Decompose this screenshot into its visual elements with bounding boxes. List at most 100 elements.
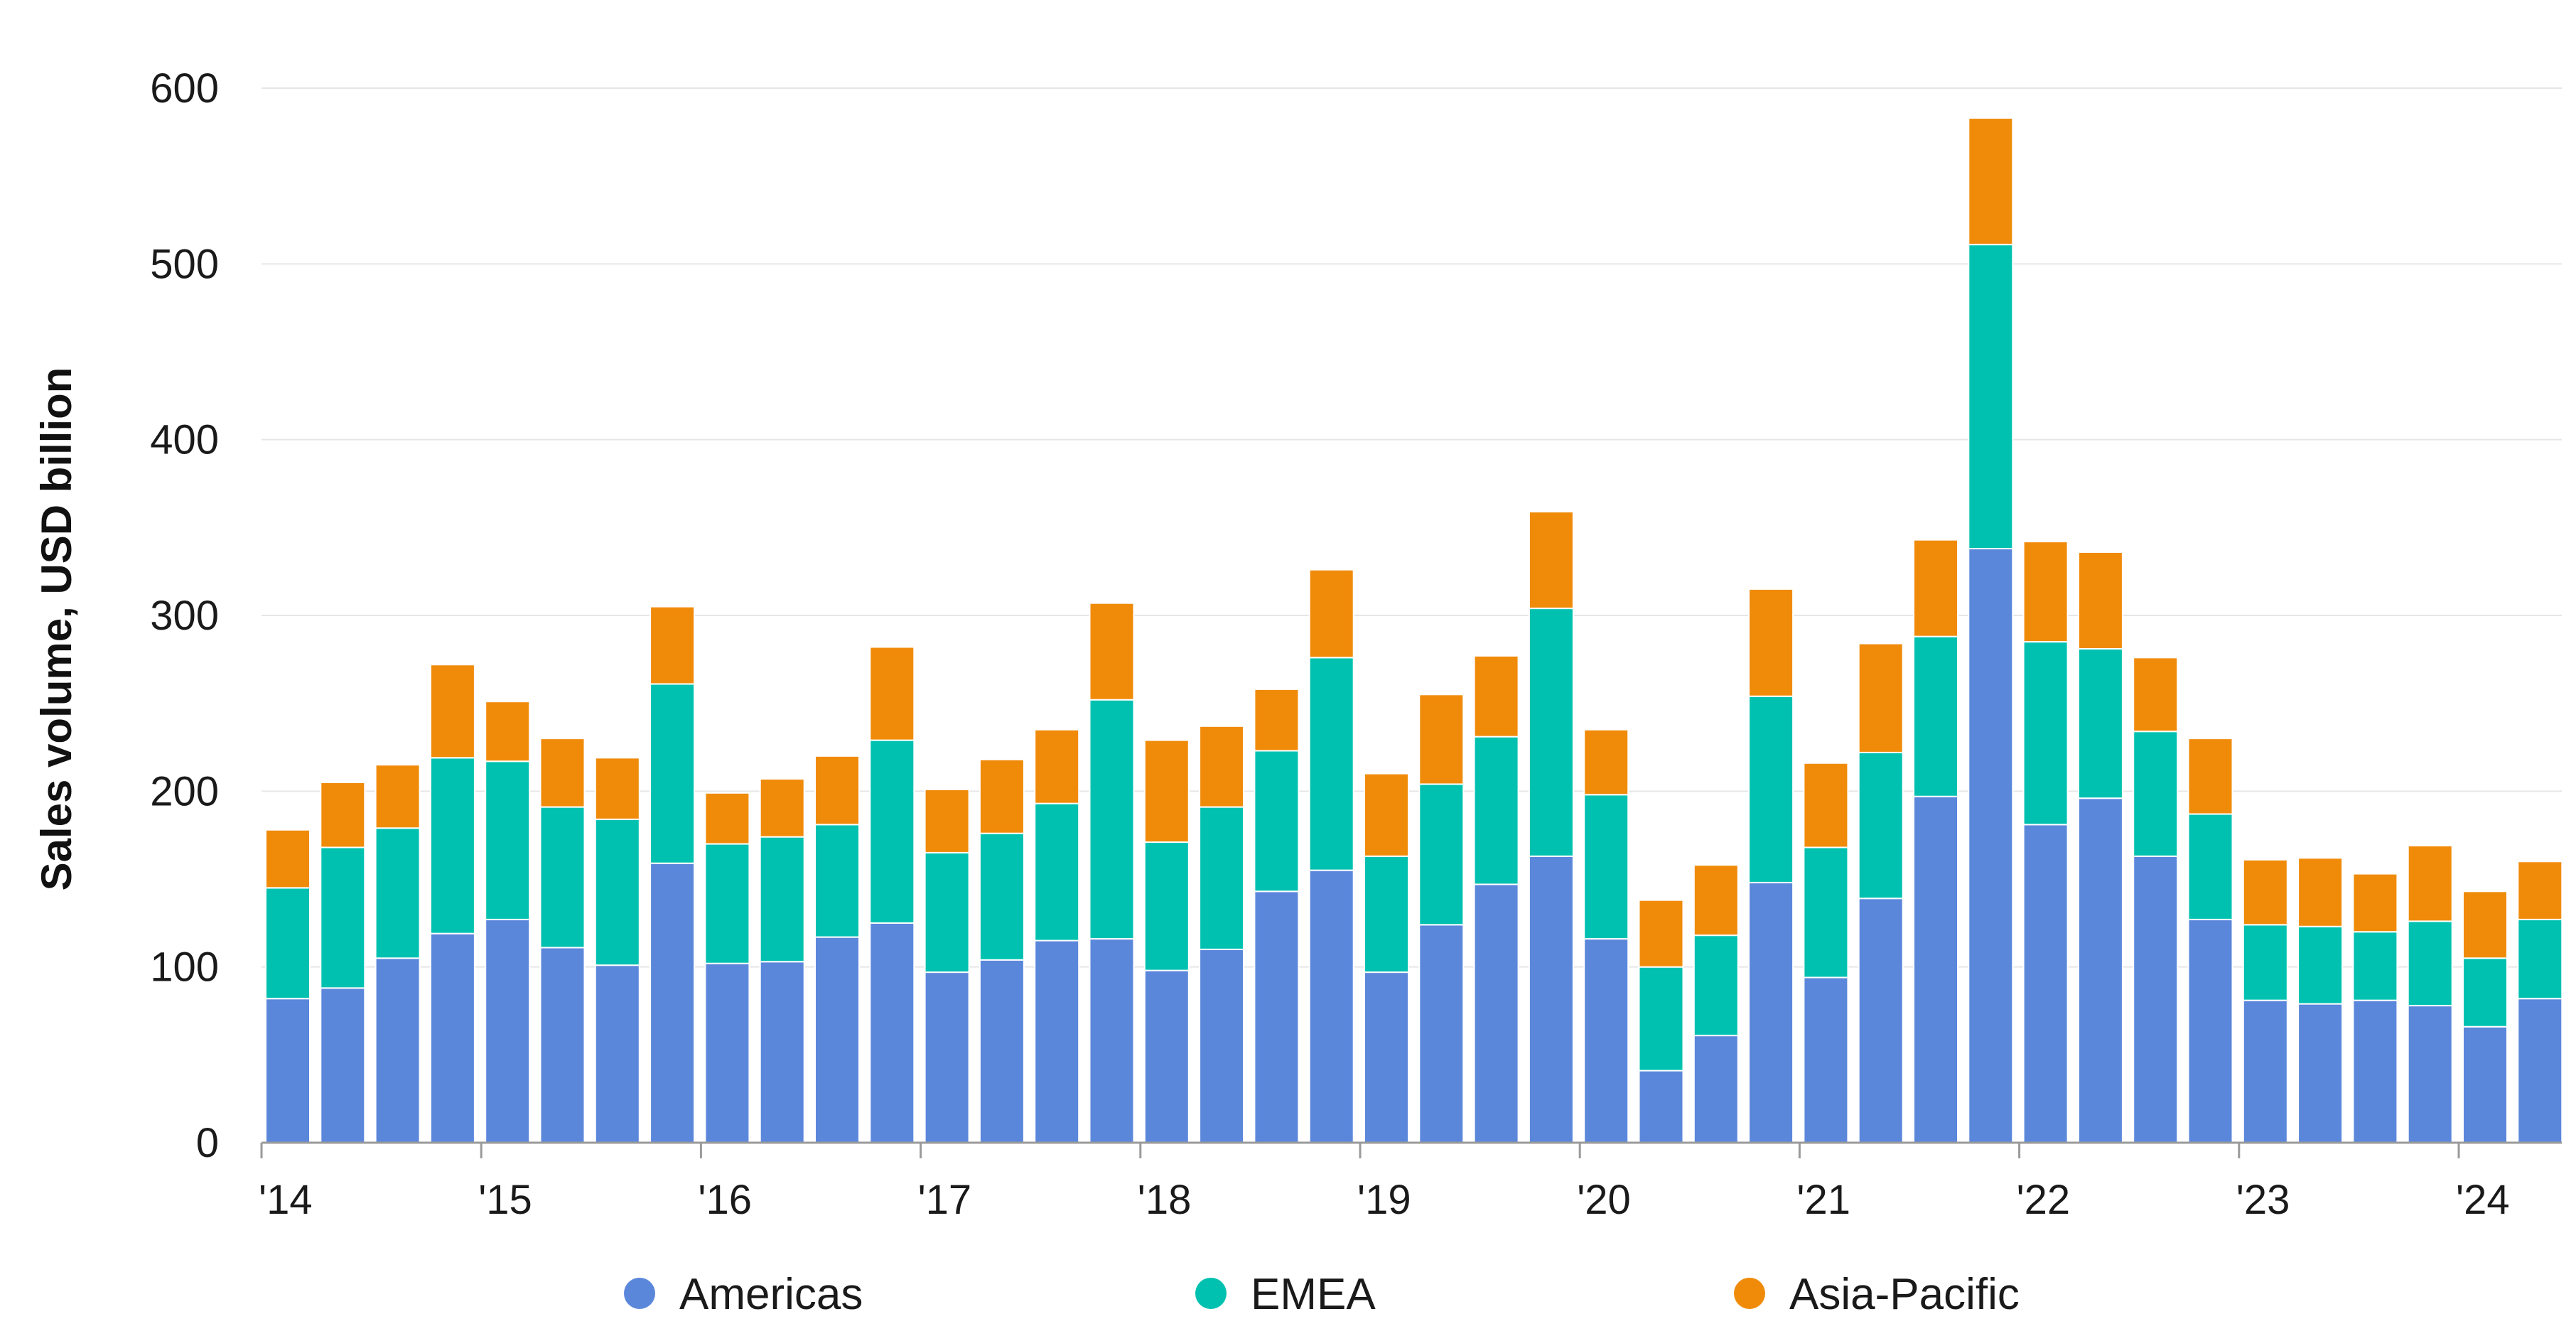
bar-stack: Q2 2015 — Americas: 111Q2 2015 — EMEA: 8… xyxy=(539,738,586,1143)
bar-asia-pacific: Q2 2016 — Asia-Pacific: 33 xyxy=(759,778,805,838)
bar-stack: Q1 2023 — Americas: 81Q1 2023 — EMEA: 43… xyxy=(2242,858,2288,1144)
bar-emea: Q4 2016 — EMEA: 104 xyxy=(869,739,915,924)
y-tick-label: 400 xyxy=(150,417,219,463)
bar-emea: Q2 2019 — EMEA: 80 xyxy=(1418,783,1465,926)
bar-stack: Q3 2019 — Americas: 147Q3 2019 — EMEA: 8… xyxy=(1473,654,1519,1144)
bar-asia-pacific: Q2 2024 — Asia-Pacific: 33 xyxy=(2517,861,2563,920)
bar-stack: Q1 2015 — Americas: 127Q1 2015 — EMEA: 9… xyxy=(485,701,531,1144)
bar-americas: Q2 2015 — Americas: 111 xyxy=(539,947,586,1143)
bar-americas: Q2 2021 — Americas: 139 xyxy=(1858,898,1904,1143)
bar-americas: Q2 2024 — Americas: 82 xyxy=(2517,998,2563,1143)
bar-stack: Q3 2015 — Americas: 101Q3 2015 — EMEA: 8… xyxy=(594,757,640,1144)
bar-asia-pacific: Q3 2022 — Asia-Pacific: 42 xyxy=(2133,657,2179,733)
bar-stack: Q3 2021 — Americas: 197Q3 2021 — EMEA: 9… xyxy=(1913,539,1958,1143)
bar-americas: Q1 2014 — Americas: 82 xyxy=(265,998,311,1143)
bar-americas: Q4 2017 — Americas: 116 xyxy=(1089,938,1135,1144)
bar-stack: Q4 2018 — Americas: 155Q4 2018 — EMEA: 1… xyxy=(1308,569,1354,1143)
bar-stack: Q3 2022 — Americas: 163Q3 2022 — EMEA: 7… xyxy=(2133,657,2179,1143)
legend-marker xyxy=(1195,1278,1227,1309)
bar-stack: Q2 2024 — Americas: 82Q2 2024 — EMEA: 45… xyxy=(2517,861,2563,1143)
bar-stack: Q3 2023 — Americas: 81Q3 2023 — EMEA: 39… xyxy=(2352,873,2398,1144)
x-tick-label: '23 xyxy=(2236,1177,2290,1223)
bar-emea: Q1 2022 — EMEA: 104 xyxy=(2022,641,2069,826)
bar-americas: Q3 2020 — Americas: 61 xyxy=(1693,1035,1739,1144)
bar-emea: Q3 2022 — EMEA: 71 xyxy=(2133,731,2179,857)
bar-emea: Q1 2014 — EMEA: 63 xyxy=(265,887,311,1000)
bar-asia-pacific: Q4 2018 — Asia-Pacific: 50 xyxy=(1308,569,1354,659)
bar-americas: Q1 2020 — Americas: 116 xyxy=(1583,938,1629,1144)
axis-layer xyxy=(260,1141,2562,1158)
bar-americas: Q1 2018 — Americas: 98 xyxy=(1143,969,1190,1143)
bar-stack: Q1 2021 — Americas: 94Q1 2021 — EMEA: 74… xyxy=(1803,762,1849,1144)
bar-asia-pacific: Q1 2023 — Asia-Pacific: 37 xyxy=(2242,858,2288,926)
bar-asia-pacific: Q1 2017 — Asia-Pacific: 36 xyxy=(924,788,970,853)
x-tick-label: '24 xyxy=(2456,1177,2510,1223)
bar-americas: Q3 2021 — Americas: 197 xyxy=(1913,795,1958,1143)
bar-americas: Q2 2023 — Americas: 79 xyxy=(2297,1003,2344,1144)
bar-asia-pacific: Q4 2022 — Asia-Pacific: 43 xyxy=(2187,738,2233,815)
x-tick-label: '20 xyxy=(1577,1177,1631,1223)
bar-americas: Q3 2018 — Americas: 143 xyxy=(1254,890,1300,1144)
bar-asia-pacific: Q3 2018 — Asia-Pacific: 35 xyxy=(1254,688,1300,752)
legend-label: Asia-Pacific xyxy=(1789,1270,2020,1319)
bar-asia-pacific: Q4 2020 — Asia-Pacific: 61 xyxy=(1748,588,1794,697)
bar-stack: Q4 2015 — Americas: 159Q4 2015 — EMEA: 1… xyxy=(650,605,696,1143)
bar-stack: Q3 2014 — Americas: 105Q3 2014 — EMEA: 7… xyxy=(374,764,421,1144)
bar-asia-pacific: Q3 2020 — Asia-Pacific: 40 xyxy=(1693,864,1739,937)
bar-emea: Q3 2020 — EMEA: 57 xyxy=(1693,934,1739,1037)
bar-emea: Q2 2014 — EMEA: 80 xyxy=(320,846,366,989)
bar-stack: Q3 2018 — Americas: 143Q3 2018 — EMEA: 8… xyxy=(1254,688,1300,1144)
bar-americas: Q4 2015 — Americas: 159 xyxy=(650,862,696,1143)
bar-stack: Q4 2016 — Americas: 125Q4 2016 — EMEA: 1… xyxy=(869,646,915,1144)
legend-item-asia-pacific: Asia-Pacific xyxy=(1734,1270,2020,1319)
bar-emea: Q4 2017 — EMEA: 136 xyxy=(1089,699,1135,940)
bar-emea: Q3 2016 — EMEA: 64 xyxy=(814,824,860,938)
bar-americas: Q1 2017 — Americas: 97 xyxy=(924,971,970,1143)
x-tick-labels: '14 '15 '16 '17 '18 '19 '20 '21 '22 '23 '24 xyxy=(259,1177,2510,1223)
bar-asia-pacific: Q1 2021 — Asia-Pacific: 48 xyxy=(1803,762,1849,849)
legend-label: Americas xyxy=(679,1270,863,1319)
bar-stack: Q4 2022 — Americas: 127Q4 2022 — EMEA: 6… xyxy=(2187,738,2233,1144)
bar-emea: Q3 2018 — EMEA: 80 xyxy=(1254,750,1300,893)
bar-americas: Q3 2016 — Americas: 117 xyxy=(814,936,860,1143)
bar-americas: Q2 2014 — Americas: 88 xyxy=(320,987,366,1144)
bar-stack: Q4 2017 — Americas: 116Q4 2017 — EMEA: 1… xyxy=(1089,602,1135,1144)
x-tick-label: '17 xyxy=(918,1177,972,1223)
bar-asia-pacific: Q3 2014 — Asia-Pacific: 36 xyxy=(374,764,421,829)
bar-asia-pacific: Q4 2019 — Asia-Pacific: 55 xyxy=(1528,511,1574,610)
bar-emea: Q4 2023 — EMEA: 48 xyxy=(2407,920,2453,1007)
y-tick-label: 0 xyxy=(196,1120,219,1166)
bar-americas: Q4 2021 — Americas: 338 xyxy=(1968,548,2014,1143)
legend-marker xyxy=(624,1278,655,1309)
bar-emea: Q1 2021 — EMEA: 74 xyxy=(1803,846,1849,979)
bar-americas: Q3 2019 — Americas: 147 xyxy=(1473,883,1519,1144)
bar-stack: Q1 2022 — Americas: 181Q1 2022 — EMEA: 1… xyxy=(2022,541,2069,1143)
y-tick-label: 100 xyxy=(150,944,219,991)
bar-stack: Q2 2023 — Americas: 79Q2 2023 — EMEA: 44… xyxy=(2297,857,2344,1144)
y-axis-title: Sales volume, USD billion xyxy=(33,367,80,891)
bar-emea: Q1 2023 — EMEA: 43 xyxy=(2242,924,2288,1001)
y-tick-labels: 0 100 200 300 400 500 600 xyxy=(150,65,219,1166)
bar-americas: Q3 2014 — Americas: 105 xyxy=(374,957,421,1144)
bar-americas: Q1 2021 — Americas: 94 xyxy=(1803,976,1849,1144)
bar-americas: Q2 2018 — Americas: 110 xyxy=(1199,948,1245,1144)
grid-layer xyxy=(262,87,2562,968)
bar-americas: Q4 2014 — Americas: 119 xyxy=(429,932,475,1143)
bar-emea: Q2 2018 — EMEA: 81 xyxy=(1199,806,1245,950)
bar-americas: Q4 2020 — Americas: 148 xyxy=(1748,881,1794,1143)
bar-emea: Q2 2020 — EMEA: 59 xyxy=(1638,966,1684,1072)
bar-emea: Q2 2021 — EMEA: 83 xyxy=(1858,751,1904,900)
x-tick-label: '22 xyxy=(2017,1177,2071,1223)
bar-asia-pacific: Q2 2021 — Asia-Pacific: 62 xyxy=(1858,642,1904,753)
bar-asia-pacific: Q1 2016 — Asia-Pacific: 29 xyxy=(704,792,750,845)
bar-emea: Q4 2015 — EMEA: 102 xyxy=(650,683,696,864)
bar-emea: Q4 2021 — EMEA: 173 xyxy=(1968,244,2014,550)
bar-americas: Q4 2023 — Americas: 78 xyxy=(2407,1005,2453,1143)
bar-americas: Q4 2022 — Americas: 127 xyxy=(2187,918,2233,1144)
bar-emea: Q4 2019 — EMEA: 141 xyxy=(1528,608,1574,857)
bar-stack: Q2 2022 — Americas: 196Q2 2022 — EMEA: 8… xyxy=(2077,551,2123,1144)
bar-asia-pacific: Q2 2022 — Asia-Pacific: 55 xyxy=(2077,551,2123,650)
bar-stack: Q1 2016 — Americas: 102Q1 2016 — EMEA: 6… xyxy=(704,792,750,1143)
bar-americas: Q1 2016 — Americas: 102 xyxy=(704,962,750,1143)
